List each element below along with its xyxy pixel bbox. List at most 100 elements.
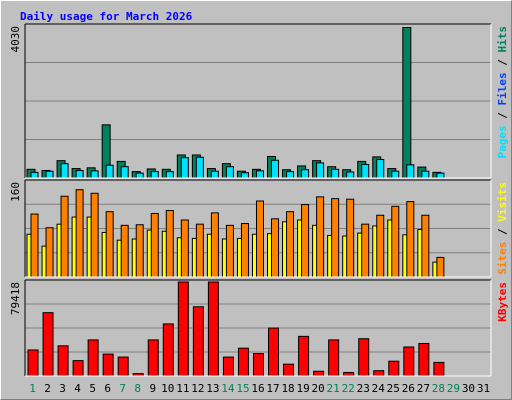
bar-sites-day-1 [30,213,39,278]
x-tick-label-day-3: 3 [59,382,66,395]
x-tick-label-day-12: 12 [191,382,204,395]
x-tick-label-day-19: 19 [296,382,309,395]
bar-pages-day-28 [436,172,445,179]
bar-sites-day-13 [210,212,219,278]
bar-pages-day-16 [255,170,264,179]
bar-pages-day-5 [90,170,99,179]
bar-sites-day-8 [135,224,144,278]
bar-sites-day-27 [421,214,430,278]
bar-pages-day-7 [120,166,129,179]
bar-pages-day-8 [135,172,144,179]
panel-bottom-axis-max-label: 79418 [9,282,22,315]
bar-kbytes-day-7 [117,356,129,377]
bar-kbytes-day-25 [388,360,400,377]
bar-pages-day-10 [165,171,174,179]
x-tick-label-day-21: 21 [327,382,340,395]
x-axis-day-labels: 1 2 3 4 5 6 7 8 9 10 11 12 13 14 15 16 17 18 19 20 21 22 23 24 2… [29,382,490,395]
panel-middle: 160 Sites / Visits [9,179,509,278]
x-tick-label-day-8: 8 [134,382,141,395]
bar-sites-day-2 [45,227,54,278]
bar-pages-day-14 [225,166,234,179]
panel-top-axis-max-label: 4030 [9,26,22,53]
x-tick-label-day-20: 20 [312,382,325,395]
x-tick-label-day-11: 11 [176,382,189,395]
bar-kbytes-day-21 [328,339,340,377]
legend-sites: Sites [496,242,509,275]
bar-sites-day-15 [240,223,249,278]
bar-kbytes-day-1 [27,349,39,377]
bar-sites-day-9 [150,212,159,278]
x-tick-label-day-13: 13 [206,382,219,395]
x-tick-label-day-28: 28 [432,382,445,395]
panel-bottom-legend: KBytes [496,282,509,322]
x-tick-label-day-17: 17 [266,382,279,395]
bar-sites-day-21 [331,198,340,278]
bar-sites-day-4 [75,189,84,278]
bar-pages-day-19 [301,169,310,179]
panel-bottom: 79418 KBytes [9,279,509,377]
bar-kbytes-day-6 [102,353,114,377]
bar-pages-day-17 [271,159,280,179]
bar-kbytes-day-19 [298,335,310,377]
bar-pages-day-6 [105,164,114,179]
bar-pages-day-13 [210,170,219,179]
bar-sites-day-6 [105,211,114,278]
bar-pages-day-23 [361,163,370,179]
legend-separator: / [496,222,509,242]
bar-kbytes-day-17 [268,327,280,377]
legend-kbytes: KBytes [496,282,509,322]
bar-hits-day-26 [402,27,412,179]
bar-pages-day-18 [286,171,295,179]
bar-pages-day-25 [391,170,400,179]
bar-sites-day-28 [436,256,445,278]
x-tick-label-day-26: 26 [402,382,415,395]
bar-kbytes-day-16 [252,353,264,377]
x-tick-label-day-25: 25 [387,382,400,395]
x-tick-label-day-15: 15 [236,382,249,395]
bar-sites-day-25 [391,205,400,278]
bar-kbytes-day-23 [358,338,370,377]
bar-pages-day-15 [240,172,249,179]
panel-top: 4030 Pages / Files / Hits [9,23,509,179]
bar-pages-day-24 [376,159,385,179]
legend-pages: Pages [496,125,509,158]
bar-sites-day-20 [316,196,325,278]
bar-sites-day-17 [271,218,280,278]
bar-sites-day-19 [301,204,310,278]
bar-kbytes-day-13 [207,281,219,377]
bar-sites-day-18 [286,211,295,278]
bar-pages-day-1 [30,171,39,179]
bar-pages-day-22 [346,171,355,179]
bar-kbytes-day-4 [72,360,84,377]
x-tick-label-day-31: 31 [477,382,490,395]
bar-pages-day-27 [421,170,430,179]
bar-pages-day-4 [75,169,84,179]
bar-kbytes-day-9 [147,339,159,377]
chart-title: Daily usage for March 2026 [20,10,193,23]
x-tick-label-day-30: 30 [462,382,475,395]
bar-pages-day-21 [331,168,340,179]
bar-pages-day-11 [180,157,189,179]
legend-visits: Visits [496,182,509,222]
x-tick-label-day-14: 14 [221,382,235,395]
bar-kbytes-day-5 [87,339,99,377]
bar-kbytes-day-27 [418,342,430,377]
bar-sites-day-14 [225,224,234,278]
bar-sites-day-23 [361,223,370,278]
bar-kbytes-day-10 [162,323,174,377]
chart-panels: 4030 Pages / Files / Hits 160 Sites / Visit… [9,23,509,377]
bar-sites-day-10 [165,210,174,278]
legend-separator: / [496,53,509,73]
legend-files: Files [496,72,509,105]
x-tick-label-day-18: 18 [281,382,294,395]
panel-middle-axis-max-label: 160 [9,182,22,202]
x-tick-label-day-4: 4 [74,382,81,395]
bar-kbytes-day-14 [222,356,234,377]
bar-kbytes-day-22 [343,371,355,377]
legend-separator: / [496,106,509,126]
x-tick-label-day-1: 1 [29,382,36,395]
panel-top-legend: Pages / Files / Hits [496,26,509,159]
bar-kbytes-day-26 [403,346,415,377]
x-tick-label-day-22: 22 [342,382,355,395]
bar-sites-day-22 [346,198,355,278]
